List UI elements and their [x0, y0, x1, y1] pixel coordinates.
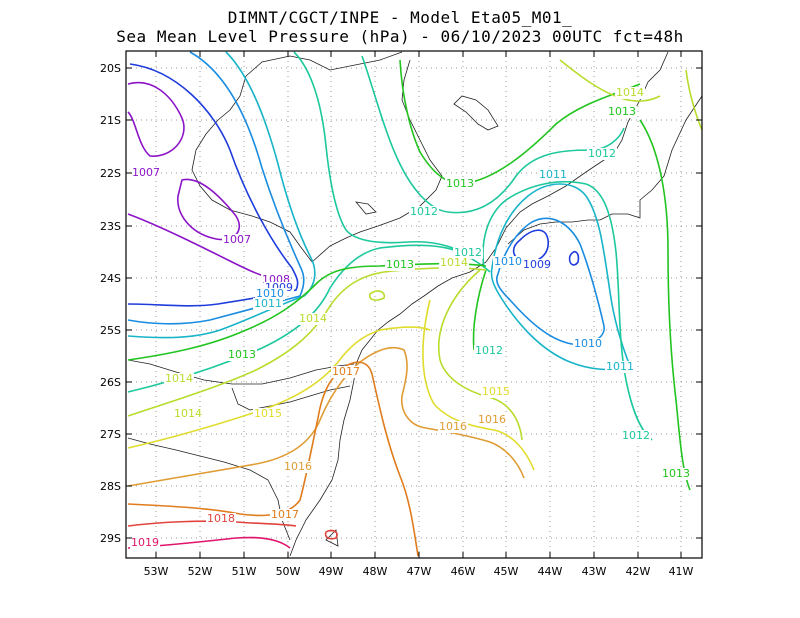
contour-label-background	[538, 169, 568, 181]
contour-label-background	[255, 288, 285, 300]
contour-label-background	[477, 414, 507, 426]
graticule	[126, 51, 702, 558]
contour-label: 1016	[284, 460, 312, 473]
contour-label-background	[438, 421, 468, 433]
contour-label-background	[439, 257, 469, 269]
contour-label-background	[493, 256, 523, 268]
lat-label: 25S	[100, 324, 121, 337]
lon-label: 41W	[669, 565, 694, 578]
contour-label-background	[573, 338, 603, 350]
contour-label: 1012	[410, 205, 438, 218]
lon-label: 47W	[407, 565, 432, 578]
lat-label: 24S	[100, 272, 121, 285]
contour-label: 1012	[588, 147, 616, 160]
contour-label: 1019	[131, 536, 159, 549]
lon-label: 48W	[363, 565, 388, 578]
contour-label-background	[173, 408, 203, 420]
contour-label: 1015	[254, 407, 282, 420]
lat-label: 22S	[100, 167, 121, 180]
contour-label: 1013	[608, 105, 636, 118]
lon-label: 53W	[144, 565, 169, 578]
contour-label-background	[206, 513, 236, 525]
contour-label: 1012	[622, 429, 650, 442]
contour-label-background	[222, 234, 252, 246]
contour-label: 1013	[446, 177, 474, 190]
contour-label: 1013	[228, 348, 256, 361]
map-frame	[125, 50, 703, 559]
contour-label-background	[522, 259, 552, 271]
contour-label: 1013	[386, 258, 414, 271]
contour-label: 1015	[482, 385, 510, 398]
contour-label: 1014	[440, 256, 468, 269]
latitude-axis: 20S 21S 22S 23S 24S 25S 26S 27S 28S 29S	[100, 62, 702, 545]
contour-label: 1014	[299, 312, 327, 325]
lat-label: 26S	[100, 376, 121, 389]
contour-label: 1011	[539, 168, 567, 181]
title-line-2: Sea Mean Level Pressure (hPa) - 06/10/20…	[116, 27, 684, 46]
contour-label-background	[130, 537, 160, 549]
contour-label: 1012	[475, 344, 503, 357]
contour-label-background	[615, 87, 645, 99]
contour-label: 1012	[454, 246, 482, 259]
contour-label: 1011	[254, 297, 282, 310]
contour-label: 1017	[271, 508, 299, 521]
lon-label: 46W	[451, 565, 476, 578]
contour-label: 1014	[174, 407, 202, 420]
lon-label: 42W	[626, 565, 651, 578]
lon-label: 49W	[319, 565, 344, 578]
contour-label-background	[227, 349, 257, 361]
lat-label: 27S	[100, 428, 121, 441]
contour-label: 1016	[439, 420, 467, 433]
lon-label: 45W	[494, 565, 519, 578]
lat-label: 21S	[100, 114, 121, 127]
contour-label: 1007	[223, 233, 251, 246]
contour-label-background	[385, 259, 415, 271]
contour-label-background	[270, 509, 300, 521]
contour-label-background	[331, 366, 361, 378]
contour-label-background	[453, 247, 483, 259]
contour-label: 1010	[494, 255, 522, 268]
contour-label-background	[587, 148, 617, 160]
contour-label-background	[605, 361, 635, 373]
contour-label: 1010	[256, 287, 284, 300]
longitude-axis: 53W 52W 51W 50W 49W 48W 47W 46W 45W 44W 43W 42W 41W	[144, 51, 694, 578]
lon-label: 44W	[538, 565, 563, 578]
contour-label-background	[298, 313, 328, 325]
contour-label: 1009	[523, 258, 551, 271]
lon-label: 51W	[232, 565, 257, 578]
contour-label-background	[253, 298, 283, 310]
contour-label: 1013	[662, 467, 690, 480]
lon-label: 52W	[188, 565, 213, 578]
contour-label-background	[661, 468, 691, 480]
contour-label-background	[621, 430, 651, 442]
contour-label-background	[607, 106, 637, 118]
contour-label-background	[131, 167, 161, 179]
contour-label: 1014	[616, 86, 644, 99]
contour-label: 1010	[574, 337, 602, 350]
contour-label-background	[283, 461, 313, 473]
lat-label: 28S	[100, 480, 121, 493]
contour-label-background	[253, 408, 283, 420]
contour-label: 1011	[606, 360, 634, 373]
isobars	[127, 51, 702, 557]
contour-label: 1014	[165, 372, 193, 385]
contour-label-background	[164, 373, 194, 385]
contour-label: 1017	[332, 365, 360, 378]
lat-label: 20S	[100, 62, 121, 75]
lat-label: 29S	[100, 532, 121, 545]
contour-label: 1007	[132, 166, 160, 179]
contour-label-background	[445, 178, 475, 190]
contour-label-background	[474, 345, 504, 357]
lat-label: 23S	[100, 220, 121, 233]
contour-label-background	[481, 386, 511, 398]
contour-label: 1018	[207, 512, 235, 525]
contour-label: 1016	[478, 413, 506, 426]
contour-labels: 1014101310121011101310121007100710121014…	[130, 86, 691, 549]
title-line-1: DIMNT/CGCT/INPE - Model Eta05_M01_	[227, 8, 573, 27]
contour-label-background	[409, 206, 439, 218]
lon-label: 43W	[582, 565, 607, 578]
lon-label: 50W	[276, 565, 301, 578]
